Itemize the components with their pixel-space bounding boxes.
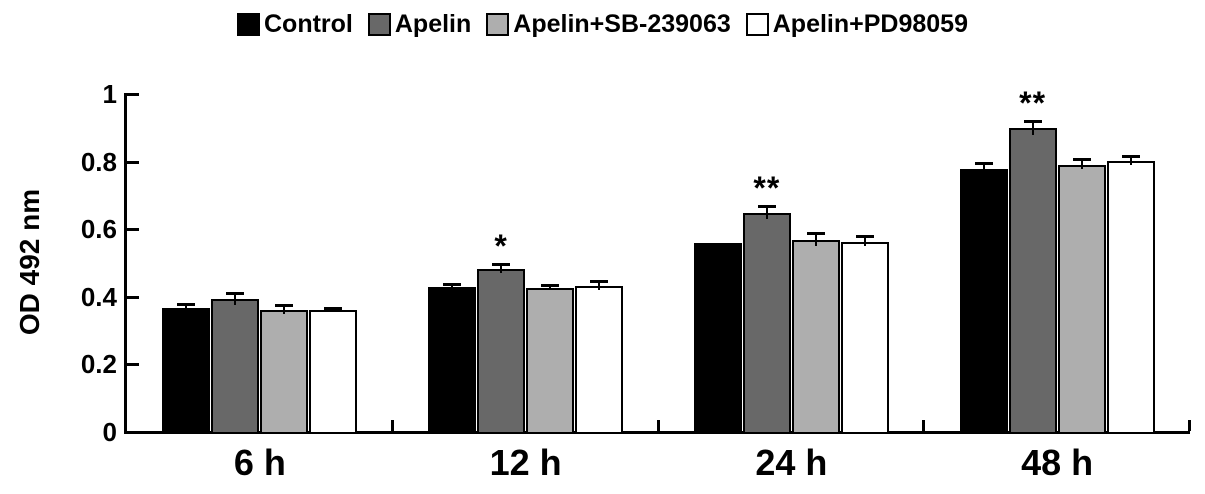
error-bar-apelin-sb-239063-6-h (283, 306, 286, 315)
error-bar-apelin-pd98059-12-h (598, 282, 601, 291)
error-bar-cap-apelin-sb-239063-6-h (275, 304, 294, 308)
y-axis-tick-0.8 (127, 160, 139, 164)
error-bar-control-48-h (982, 163, 985, 175)
legend-item-apelin: Apelin (367, 9, 472, 39)
error-bar-cap-apelin-6-h (226, 291, 245, 295)
y-axis-tick-label-0.2: 0.2 (80, 349, 117, 380)
legend-label-apelin: Apelin (394, 9, 472, 38)
y-axis-tick-label-0.6: 0.6 (80, 214, 117, 245)
x-axis-group-tick-1 (390, 420, 394, 431)
bar-control-6-h (162, 307, 211, 434)
x-axis-label-48-h: 48 h (1021, 442, 1094, 483)
error-bar-cap-apelin-12-h (492, 262, 511, 266)
x-axis-label-12-h: 12 h (489, 442, 562, 483)
bar-control-48-h (959, 169, 1008, 434)
y-axis-title: OD 492 nm (14, 188, 45, 336)
error-bar-control-12-h (451, 285, 454, 290)
x-axis-group-tick-4 (1188, 420, 1191, 431)
error-bar-apelin-24-h (765, 206, 768, 220)
error-bar-apelin-pd98059-24-h (863, 237, 866, 247)
error-bar-apelin-pd98059-6-h (332, 308, 335, 313)
y-axis-tick-1 (127, 93, 139, 96)
bar-control-12-h (428, 287, 477, 434)
legend-item-apelin-sb-239063: Apelin+SB-239063 (486, 9, 731, 39)
error-bar-cap-control-12-h (443, 283, 462, 287)
legend-label-control: Control (264, 9, 353, 38)
error-bar-cap-apelin-pd98059-6-h (324, 306, 343, 310)
y-axis-tick-0.2 (127, 363, 139, 367)
bar-control-24-h (693, 243, 742, 434)
bar-apelin-sb-239063-24-h (791, 240, 840, 434)
error-bar-apelin-sb-239063-24-h (814, 233, 817, 247)
error-bar-apelin-48-h (1031, 121, 1034, 136)
error-bar-cap-apelin-pd98059-24-h (855, 235, 874, 239)
legend-label-apelin-pd98059: Apelin+PD98059 (772, 9, 968, 38)
x-axis-line (124, 431, 1190, 434)
significance-marker-48-h: ** (1019, 84, 1047, 121)
bar-apelin-pd98059-12-h (575, 286, 624, 434)
bar-apelin-12-h (477, 268, 526, 434)
x-axis-group-tick-2 (656, 420, 660, 431)
y-axis-line (124, 93, 127, 434)
error-bar-cap-apelin-sb-239063-24-h (806, 231, 825, 235)
bar-apelin-pd98059-6-h (309, 310, 358, 434)
bar-apelin-sb-239063-6-h (260, 310, 309, 434)
y-axis-tick-label-0.4: 0.4 (80, 281, 117, 312)
bar-apelin-pd98059-48-h (1106, 160, 1155, 434)
error-bar-control-6-h (185, 305, 188, 310)
y-axis-tick-label-1: 1 (102, 79, 117, 109)
error-bar-cap-control-6-h (177, 303, 196, 307)
error-bar-cap-control-48-h (974, 161, 993, 165)
x-axis-label-6-h: 6 h (233, 442, 286, 483)
error-bar-apelin-sb-239063-12-h (549, 286, 552, 290)
bar-apelin-48-h (1008, 128, 1057, 434)
legend-swatch-apelin (367, 12, 391, 36)
error-bar-cap-apelin-sb-239063-12-h (541, 284, 560, 288)
bar-apelin-24-h (742, 212, 791, 434)
legend-swatch-apelin-pd98059 (745, 12, 769, 36)
bar-apelin-sb-239063-12-h (526, 288, 575, 434)
error-bar-apelin-6-h (234, 293, 237, 305)
y-axis-tick-label-0.8: 0.8 (80, 146, 117, 177)
legend-label-apelin-sb-239063: Apelin+SB-239063 (513, 9, 731, 38)
bar-apelin-sb-239063-48-h (1057, 164, 1106, 434)
legend-swatch-apelin-sb-239063 (486, 12, 510, 36)
chart-legend: Control Apelin Apelin+SB-239063 Apelin+PD98… (0, 4, 1205, 44)
significance-marker-12-h: * (494, 227, 508, 264)
error-bar-cap-apelin-pd98059-12-h (590, 280, 609, 284)
significance-marker-24-h: ** (753, 169, 781, 206)
error-bar-apelin-12-h (500, 264, 503, 273)
y-axis-tick-0.4 (127, 295, 139, 299)
error-bar-cap-apelin-sb-239063-48-h (1072, 157, 1091, 161)
error-bar-apelin-pd98059-48-h (1129, 156, 1132, 165)
legend-swatch-control (237, 12, 260, 36)
y-axis-tick-0.6 (127, 228, 139, 232)
error-bar-cap-apelin-pd98059-48-h (1121, 154, 1140, 158)
x-axis-label-24-h: 24 h (755, 442, 828, 483)
error-bar-apelin-sb-239063-48-h (1080, 159, 1083, 170)
bar-apelin-6-h (211, 299, 260, 434)
y-axis-tick-label-0: 0 (102, 417, 117, 447)
x-axis-group-tick-3 (922, 420, 926, 431)
legend-item-control: Control (237, 10, 353, 39)
error-bar-cap-apelin-24-h (757, 204, 776, 208)
bar-apelin-pd98059-24-h (840, 241, 889, 434)
error-bar-cap-apelin-48-h (1023, 119, 1042, 123)
legend-item-apelin-pd98059: Apelin+PD98059 (745, 9, 968, 39)
